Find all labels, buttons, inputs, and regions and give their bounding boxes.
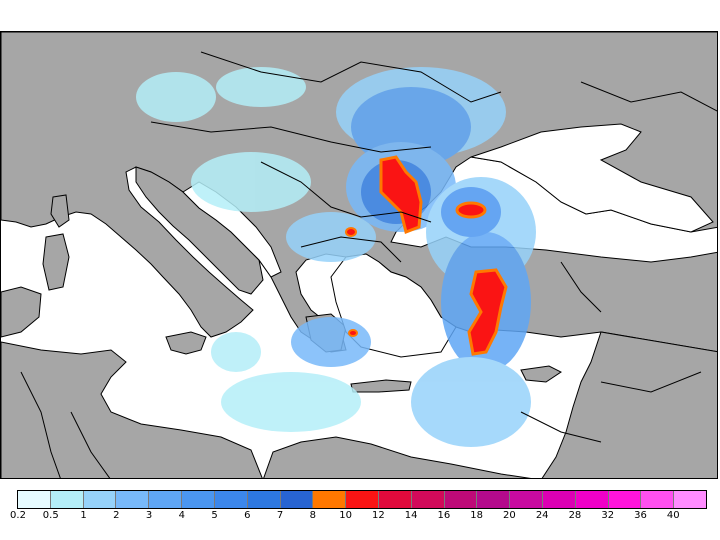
legend-swatch-14 — [477, 491, 511, 508]
precip-core-athens — [348, 329, 358, 337]
legend-swatch-19 — [641, 491, 675, 508]
land-sicily — [165, 331, 207, 355]
legend-label-20: 40 — [666, 510, 680, 521]
legend-label-10: 10 — [339, 510, 352, 521]
legend-swatch-13 — [444, 491, 478, 508]
legend-label-19: 36 — [634, 510, 647, 521]
legend-label-5: 4 — [178, 510, 185, 521]
legend-label-3: 2 — [113, 510, 120, 521]
precip-sicily-channel — [211, 332, 261, 372]
precip-core-turkey-east — [467, 268, 508, 356]
legend-label-18: 32 — [601, 510, 615, 521]
legend-label-13: 16 — [437, 510, 451, 521]
land-libya-egypt — [263, 436, 532, 478]
precip-peloponnese — [291, 317, 371, 367]
legend-swatch-10 — [346, 491, 379, 508]
legend-swatch-15 — [510, 491, 543, 508]
precipitation-overlay — [136, 67, 536, 447]
legend-label-11: 12 — [372, 510, 385, 521]
legend-label-1: 0.5 — [42, 510, 59, 521]
precip-austria — [216, 67, 306, 107]
legend-swatch-6 — [214, 491, 248, 508]
legend-label-17: 28 — [568, 510, 582, 521]
legend-swatch-16 — [543, 491, 576, 508]
legend-swatch-12 — [411, 491, 445, 508]
legend-swatch-4 — [149, 491, 183, 508]
legend-label-12: 14 — [404, 510, 418, 521]
legend-swatch-2 — [83, 491, 117, 508]
legend-color-bar — [17, 490, 707, 509]
legend-label-6: 5 — [211, 510, 218, 521]
legend-label-7: 6 — [244, 510, 251, 521]
legend-swatch-3 — [116, 491, 150, 508]
legend-label-9: 8 — [309, 510, 317, 521]
legend-swatch-0 — [18, 491, 51, 508]
legend-swatch-20 — [674, 491, 707, 508]
legend-swatch-5 — [182, 491, 215, 508]
land-sardinia — [42, 233, 70, 291]
legend-label-14: 18 — [470, 510, 484, 521]
precip-ionian — [221, 372, 361, 432]
legend-label-2: 1 — [80, 510, 87, 521]
precip-core-bulgaria — [379, 155, 423, 235]
legend: 0.2 0.5 1 2 3 4 5 6 7 8 10 12 14 16 18 20 24 28 32 36 40 — [10, 490, 707, 530]
country-borders — [20, 51, 717, 478]
land-iberia — [1, 286, 42, 338]
legend-swatch-7 — [247, 491, 281, 508]
map-canvas — [1, 32, 717, 478]
land-corsica — [50, 194, 70, 228]
legend-label-8: 7 — [276, 510, 284, 521]
precip-core-istanbul — [455, 201, 487, 219]
precip-macedonia — [286, 212, 376, 262]
legend-label-15: 20 — [503, 510, 516, 521]
legend-label-0: 0.2 — [10, 510, 26, 521]
legend-swatch-18 — [608, 491, 642, 508]
land-cyprus — [520, 365, 562, 383]
precip-dalmatia — [191, 152, 311, 212]
land-levant — [541, 331, 717, 478]
black-sea — [470, 123, 714, 233]
legend-label-4: 3 — [145, 510, 153, 521]
precip-levantine — [411, 357, 531, 447]
precipitation-map — [0, 31, 718, 479]
legend-label-16: 24 — [535, 510, 549, 521]
legend-swatch-17 — [575, 491, 609, 508]
legend-swatch-1 — [50, 491, 84, 508]
precip-core-small-west — [345, 227, 357, 237]
legend-swatch-9 — [313, 491, 347, 508]
legend-swatch-8 — [280, 491, 314, 508]
precip-alps — [136, 72, 216, 122]
legend-swatch-11 — [378, 491, 412, 508]
land-north-africa — [1, 341, 263, 478]
